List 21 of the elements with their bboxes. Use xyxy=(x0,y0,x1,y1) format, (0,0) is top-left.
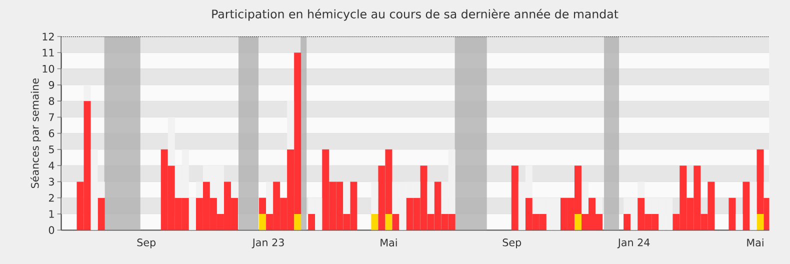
chart-title: Participation en hémicycle au cours de sa dernière année de mandat xyxy=(212,9,618,21)
y-axis-title: Séances par semaine xyxy=(30,78,41,188)
y-tick-label: 12 xyxy=(42,32,54,41)
y-tick-label: 0 xyxy=(48,226,54,234)
x-tick-label: Sep xyxy=(502,238,522,248)
x-tick-label: Jan 23 xyxy=(252,238,284,248)
x-tick-label: Sep xyxy=(137,238,156,248)
x-tick-label: Mai xyxy=(747,238,764,247)
y-tick-label: 2 xyxy=(48,194,54,202)
x-tick-label: Jan 24 xyxy=(617,238,650,248)
y-tick-label: 9 xyxy=(48,81,54,89)
y-tick-label: 5 xyxy=(49,146,54,154)
y-tick-label: 6 xyxy=(48,130,54,138)
y-tick-label: 8 xyxy=(48,97,54,106)
y-tick-label: 11 xyxy=(42,49,54,57)
y-tick-label: 10 xyxy=(42,65,54,73)
y-tick-label: 3 xyxy=(49,178,54,186)
y-tick-label: 4 xyxy=(48,162,54,170)
y-tick-label: 7 xyxy=(49,114,54,122)
y-tick-label: 1 xyxy=(49,210,54,218)
x-tick-label: Mai xyxy=(380,238,397,247)
